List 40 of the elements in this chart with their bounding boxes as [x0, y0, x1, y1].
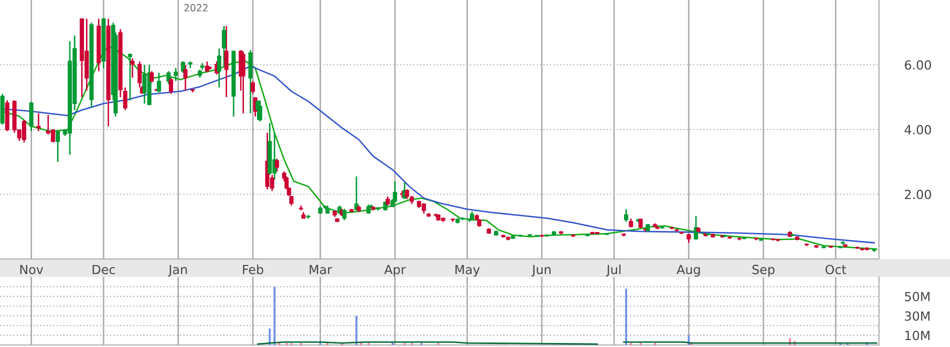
- candlestick: [383, 200, 388, 212]
- x-tick-label: Apr: [384, 264, 406, 277]
- candlestick: [123, 86, 128, 111]
- candlestick: [624, 208, 628, 222]
- candlestick: [274, 158, 280, 172]
- candlestick: [686, 233, 691, 244]
- y-tick-label: 2.00: [904, 190, 931, 200]
- y-tick-label: 6.00: [904, 60, 931, 70]
- candlestick: [128, 52, 132, 102]
- candlestick: [250, 80, 255, 95]
- candlestick: [217, 48, 222, 88]
- x-tick-label: Jun: [531, 264, 551, 277]
- annotation: 2022: [184, 4, 208, 12]
- x-tick-label: Jul: [606, 264, 620, 277]
- x-tick-label: Nov: [20, 264, 44, 274]
- x-tick-label: Oct: [826, 264, 846, 274]
- x-tick-label: Jan: [168, 264, 187, 277]
- candlestick: [168, 77, 174, 95]
- x-tick-label: Mar: [310, 264, 332, 274]
- candlestick: [150, 70, 154, 84]
- x-tick-label: Feb: [243, 264, 264, 274]
- candlestick: [258, 100, 262, 122]
- candlestick: [183, 64, 188, 92]
- y-tick-label: 10M: [905, 330, 930, 340]
- y-tick-label: 50M: [904, 292, 930, 302]
- candlestick: [56, 130, 60, 163]
- y-tick-label: 4.00: [904, 124, 931, 134]
- candlestick: [386, 196, 390, 206]
- x-tick-label: May: [456, 264, 480, 277]
- x-tick-label: Aug: [676, 264, 700, 277]
- candlestick: [36, 112, 41, 132]
- candlestick: [130, 58, 135, 78]
- x-tick-label: Sep: [752, 264, 774, 277]
- candlestick: [222, 25, 226, 68]
- candlestick: [174, 67, 178, 82]
- candlestick: [224, 25, 228, 98]
- x-tick-label: Dec: [92, 264, 115, 274]
- candlestick: [392, 180, 398, 204]
- y-tick-label: 30M: [904, 311, 930, 321]
- candlestick: [29, 101, 34, 132]
